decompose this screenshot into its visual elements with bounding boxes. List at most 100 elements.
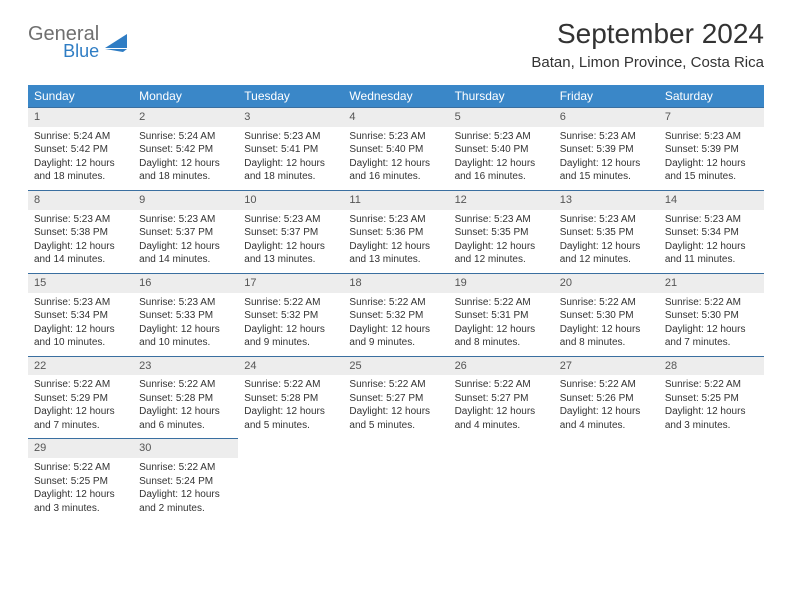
calendar-cell: 10Sunrise: 5:23 AMSunset: 5:37 PMDayligh… bbox=[238, 190, 343, 273]
sunset-text: Sunset: 5:42 PM bbox=[34, 143, 127, 157]
day-number: 15 bbox=[28, 273, 133, 293]
day-details: Sunrise: 5:22 AMSunset: 5:30 PMDaylight:… bbox=[659, 293, 764, 356]
logo: General Blue bbox=[28, 18, 127, 60]
day-details: Sunrise: 5:22 AMSunset: 5:28 PMDaylight:… bbox=[238, 375, 343, 438]
sunset-text: Sunset: 5:37 PM bbox=[139, 226, 232, 240]
daylight-line2: and 15 minutes. bbox=[665, 170, 758, 184]
daylight-line2: and 5 minutes. bbox=[244, 419, 337, 433]
daylight-line1: Daylight: 12 hours bbox=[665, 157, 758, 171]
daylight-line1: Daylight: 12 hours bbox=[665, 405, 758, 419]
sunrise-text: Sunrise: 5:22 AM bbox=[560, 296, 653, 310]
day-details: Sunrise: 5:22 AMSunset: 5:24 PMDaylight:… bbox=[133, 458, 238, 521]
sunset-text: Sunset: 5:30 PM bbox=[560, 309, 653, 323]
sunrise-text: Sunrise: 5:22 AM bbox=[244, 296, 337, 310]
day-details: Sunrise: 5:23 AMSunset: 5:41 PMDaylight:… bbox=[238, 127, 343, 190]
daylight-line2: and 7 minutes. bbox=[665, 336, 758, 350]
sunset-text: Sunset: 5:28 PM bbox=[244, 392, 337, 406]
day-details: Sunrise: 5:22 AMSunset: 5:30 PMDaylight:… bbox=[554, 293, 659, 356]
daylight-line1: Daylight: 12 hours bbox=[560, 405, 653, 419]
sunset-text: Sunset: 5:29 PM bbox=[34, 392, 127, 406]
page-header: General Blue September 2024 Batan, Limon… bbox=[28, 18, 764, 71]
calendar-cell: 8Sunrise: 5:23 AMSunset: 5:38 PMDaylight… bbox=[28, 190, 133, 273]
weekday-sunday: Sunday bbox=[28, 85, 133, 107]
daylight-line2: and 9 minutes. bbox=[349, 336, 442, 350]
daylight-line1: Daylight: 12 hours bbox=[139, 157, 232, 171]
calendar-week: 15Sunrise: 5:23 AMSunset: 5:34 PMDayligh… bbox=[28, 273, 764, 356]
daylight-line1: Daylight: 12 hours bbox=[455, 157, 548, 171]
day-details: Sunrise: 5:23 AMSunset: 5:40 PMDaylight:… bbox=[343, 127, 448, 190]
sunrise-text: Sunrise: 5:22 AM bbox=[244, 378, 337, 392]
weekday-row: SundayMondayTuesdayWednesdayThursdayFrid… bbox=[28, 85, 764, 107]
day-number: 4 bbox=[343, 107, 448, 127]
daylight-line2: and 2 minutes. bbox=[139, 502, 232, 516]
calendar-cell: 30Sunrise: 5:22 AMSunset: 5:24 PMDayligh… bbox=[133, 438, 238, 521]
sunset-text: Sunset: 5:39 PM bbox=[560, 143, 653, 157]
sunrise-text: Sunrise: 5:23 AM bbox=[665, 130, 758, 144]
daylight-line2: and 18 minutes. bbox=[244, 170, 337, 184]
daylight-line1: Daylight: 12 hours bbox=[560, 157, 653, 171]
day-number: 3 bbox=[238, 107, 343, 127]
calendar-week: 1Sunrise: 5:24 AMSunset: 5:42 PMDaylight… bbox=[28, 107, 764, 190]
daylight-line1: Daylight: 12 hours bbox=[665, 323, 758, 337]
sunrise-text: Sunrise: 5:23 AM bbox=[139, 296, 232, 310]
daylight-line2: and 18 minutes. bbox=[34, 170, 127, 184]
sunrise-text: Sunrise: 5:23 AM bbox=[349, 213, 442, 227]
calendar-cell: 6Sunrise: 5:23 AMSunset: 5:39 PMDaylight… bbox=[554, 107, 659, 190]
daylight-line1: Daylight: 12 hours bbox=[349, 405, 442, 419]
weekday-friday: Friday bbox=[554, 85, 659, 107]
calendar-cell: 23Sunrise: 5:22 AMSunset: 5:28 PMDayligh… bbox=[133, 356, 238, 439]
sunset-text: Sunset: 5:40 PM bbox=[349, 143, 442, 157]
sunrise-text: Sunrise: 5:23 AM bbox=[349, 130, 442, 144]
daylight-line2: and 9 minutes. bbox=[244, 336, 337, 350]
daylight-line1: Daylight: 12 hours bbox=[349, 323, 442, 337]
weekday-tuesday: Tuesday bbox=[238, 85, 343, 107]
sunrise-text: Sunrise: 5:22 AM bbox=[349, 378, 442, 392]
calendar-cell: 27Sunrise: 5:22 AMSunset: 5:26 PMDayligh… bbox=[554, 356, 659, 439]
daylight-line1: Daylight: 12 hours bbox=[455, 323, 548, 337]
calendar-week: 22Sunrise: 5:22 AMSunset: 5:29 PMDayligh… bbox=[28, 356, 764, 439]
calendar-cell bbox=[449, 438, 554, 521]
daylight-line2: and 4 minutes. bbox=[455, 419, 548, 433]
day-number: 5 bbox=[449, 107, 554, 127]
daylight-line2: and 4 minutes. bbox=[560, 419, 653, 433]
day-details: Sunrise: 5:23 AMSunset: 5:38 PMDaylight:… bbox=[28, 210, 133, 273]
daylight-line2: and 10 minutes. bbox=[34, 336, 127, 350]
weekday-wednesday: Wednesday bbox=[343, 85, 448, 107]
weekday-thursday: Thursday bbox=[449, 85, 554, 107]
day-details: Sunrise: 5:23 AMSunset: 5:33 PMDaylight:… bbox=[133, 293, 238, 356]
sunset-text: Sunset: 5:31 PM bbox=[455, 309, 548, 323]
day-number: 21 bbox=[659, 273, 764, 293]
daylight-line1: Daylight: 12 hours bbox=[349, 157, 442, 171]
sunrise-text: Sunrise: 5:22 AM bbox=[349, 296, 442, 310]
calendar-cell: 28Sunrise: 5:22 AMSunset: 5:25 PMDayligh… bbox=[659, 356, 764, 439]
day-details: Sunrise: 5:22 AMSunset: 5:28 PMDaylight:… bbox=[133, 375, 238, 438]
daylight-line2: and 6 minutes. bbox=[139, 419, 232, 433]
day-details: Sunrise: 5:24 AMSunset: 5:42 PMDaylight:… bbox=[28, 127, 133, 190]
day-details: Sunrise: 5:22 AMSunset: 5:32 PMDaylight:… bbox=[343, 293, 448, 356]
day-details: Sunrise: 5:24 AMSunset: 5:42 PMDaylight:… bbox=[133, 127, 238, 190]
daylight-line1: Daylight: 12 hours bbox=[665, 240, 758, 254]
sunrise-text: Sunrise: 5:22 AM bbox=[139, 378, 232, 392]
day-number: 7 bbox=[659, 107, 764, 127]
calendar-cell: 4Sunrise: 5:23 AMSunset: 5:40 PMDaylight… bbox=[343, 107, 448, 190]
calendar-cell: 18Sunrise: 5:22 AMSunset: 5:32 PMDayligh… bbox=[343, 273, 448, 356]
calendar-cell: 19Sunrise: 5:22 AMSunset: 5:31 PMDayligh… bbox=[449, 273, 554, 356]
sunrise-text: Sunrise: 5:22 AM bbox=[560, 378, 653, 392]
sunrise-text: Sunrise: 5:22 AM bbox=[34, 461, 127, 475]
calendar-cell: 26Sunrise: 5:22 AMSunset: 5:27 PMDayligh… bbox=[449, 356, 554, 439]
daylight-line2: and 13 minutes. bbox=[349, 253, 442, 267]
daylight-line1: Daylight: 12 hours bbox=[244, 157, 337, 171]
daylight-line2: and 3 minutes. bbox=[665, 419, 758, 433]
day-details: Sunrise: 5:23 AMSunset: 5:34 PMDaylight:… bbox=[659, 210, 764, 273]
sunset-text: Sunset: 5:37 PM bbox=[244, 226, 337, 240]
calendar-table: SundayMondayTuesdayWednesdayThursdayFrid… bbox=[28, 85, 764, 521]
sunrise-text: Sunrise: 5:23 AM bbox=[244, 130, 337, 144]
day-number: 18 bbox=[343, 273, 448, 293]
day-details: Sunrise: 5:23 AMSunset: 5:39 PMDaylight:… bbox=[554, 127, 659, 190]
day-details: Sunrise: 5:23 AMSunset: 5:40 PMDaylight:… bbox=[449, 127, 554, 190]
calendar-cell: 29Sunrise: 5:22 AMSunset: 5:25 PMDayligh… bbox=[28, 438, 133, 521]
sunset-text: Sunset: 5:27 PM bbox=[455, 392, 548, 406]
day-number: 17 bbox=[238, 273, 343, 293]
day-number: 19 bbox=[449, 273, 554, 293]
sunset-text: Sunset: 5:32 PM bbox=[244, 309, 337, 323]
